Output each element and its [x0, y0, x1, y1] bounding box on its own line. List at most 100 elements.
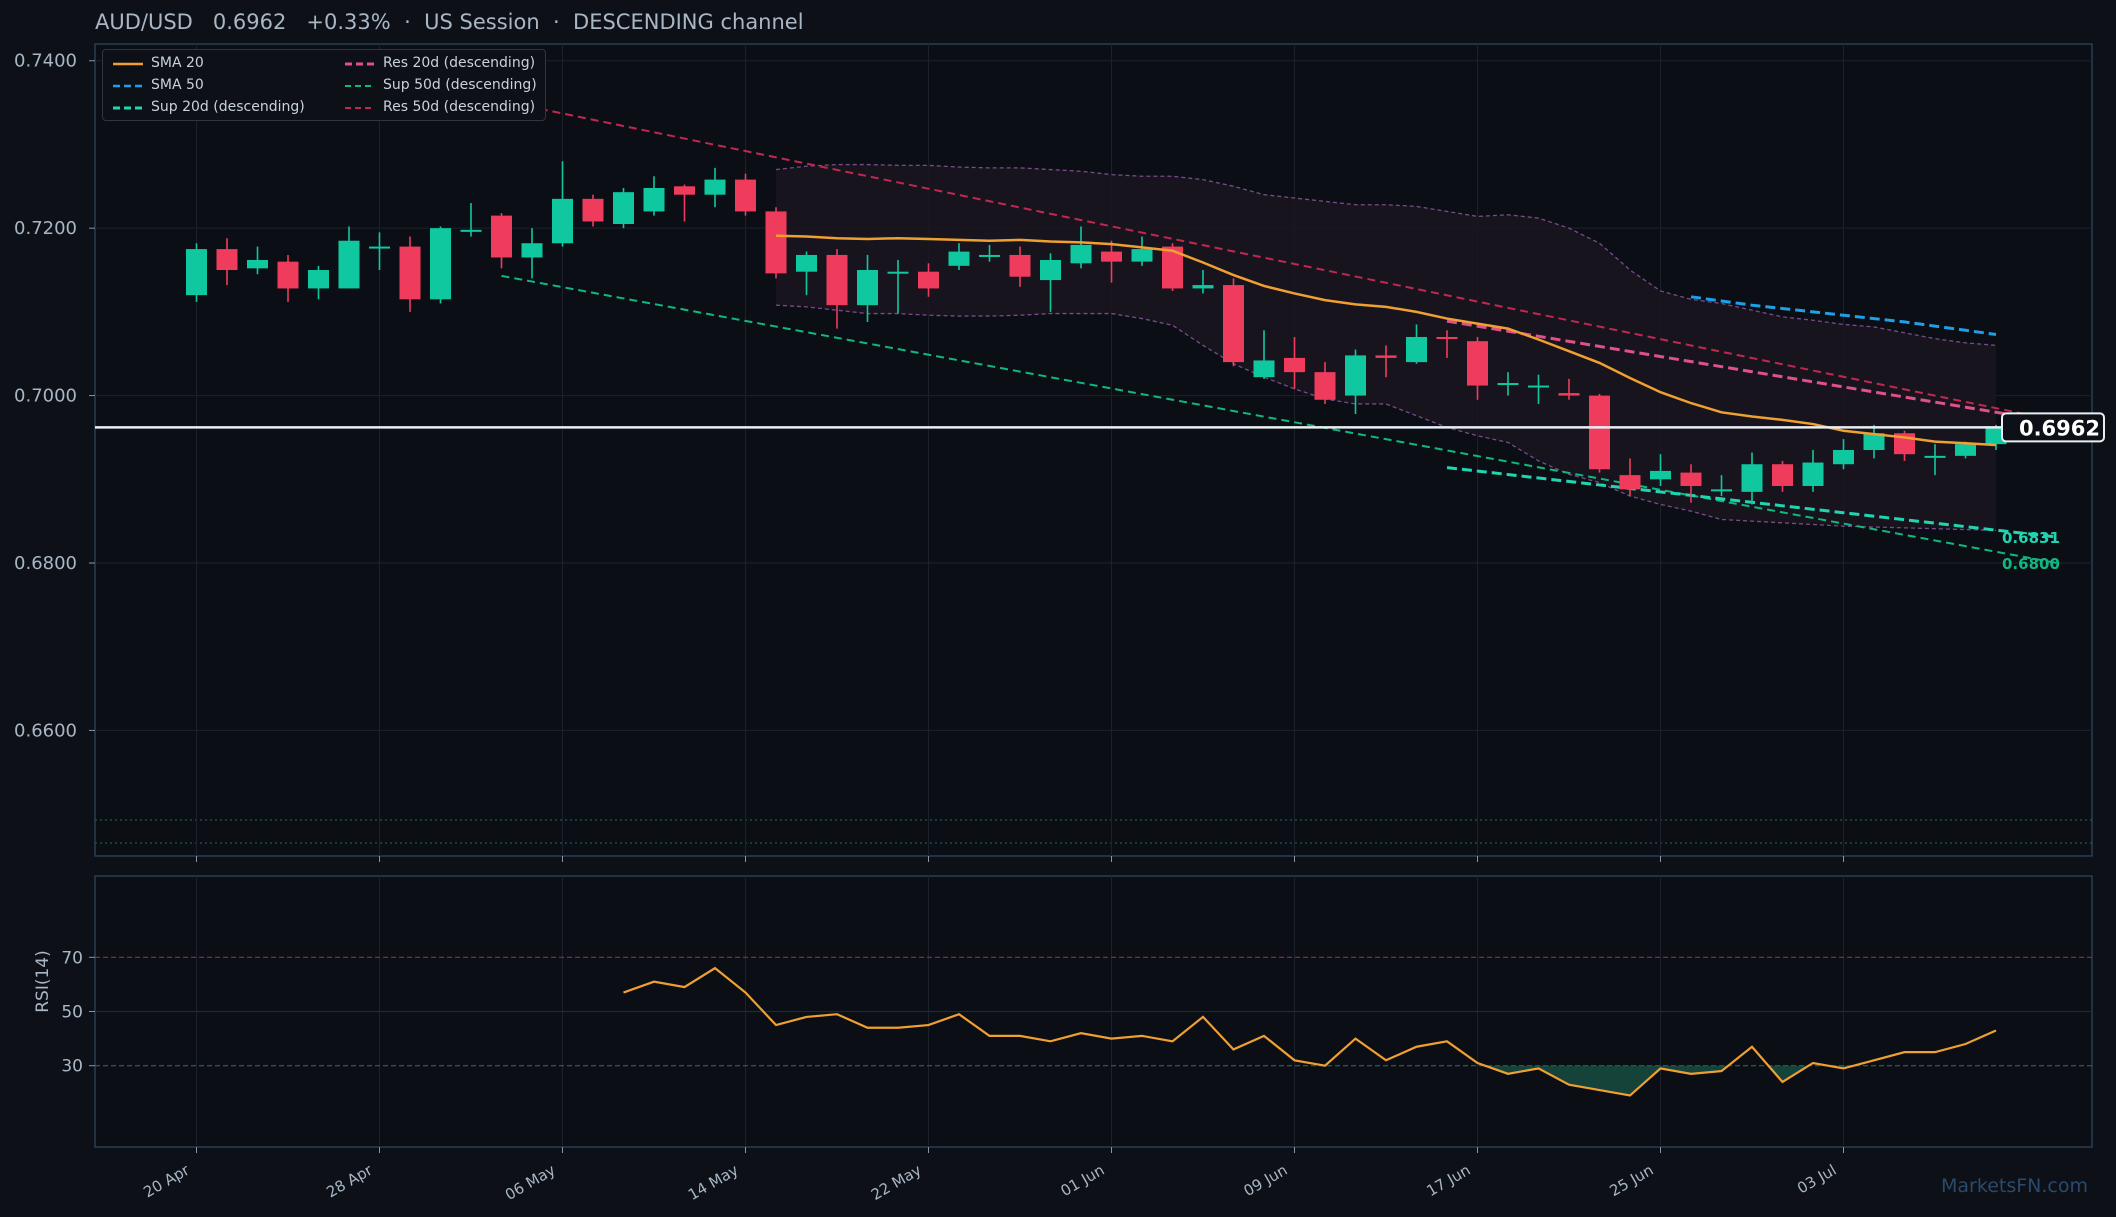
current-price-badge [2001, 412, 2105, 443]
candle [887, 259, 909, 314]
candle-body [1314, 372, 1336, 400]
sup50-trendline [501, 274, 2058, 564]
candle-body [399, 246, 421, 300]
candle [308, 265, 329, 300]
rsi-tick-label: 30 [61, 1057, 83, 1077]
candle [1741, 452, 1763, 505]
candle-body [1863, 433, 1885, 450]
candle-body [216, 249, 238, 271]
candle-body [308, 270, 329, 289]
res50-trendline [501, 99, 2058, 422]
rsi-oversold-fill [1768, 1065, 1809, 1082]
sma50-line [1690, 295, 1997, 336]
candle-body [460, 229, 482, 232]
candle-body [1101, 251, 1122, 262]
candle [399, 236, 421, 312]
candle-body [338, 240, 360, 289]
candle [948, 243, 970, 271]
bollinger-upper [775, 163, 1997, 347]
candle-body [674, 186, 695, 195]
candle [1070, 226, 1092, 269]
candle [1802, 450, 1824, 492]
candle [796, 251, 817, 296]
candle [826, 249, 848, 329]
candle-body [1131, 249, 1153, 262]
price-tick-label: 0.7200 [14, 218, 77, 239]
candle [674, 184, 695, 222]
candle-body [582, 198, 604, 222]
time-tick-label: 06 May [502, 1161, 559, 1204]
candle [277, 254, 299, 302]
candle-body [1802, 462, 1824, 486]
candle [1619, 458, 1641, 497]
candle-body [552, 198, 573, 244]
candle-body [1833, 450, 1854, 465]
candle [918, 263, 939, 297]
chart-title: AUD/USD 0.6962 +0.33% · US Session · DES… [95, 10, 804, 34]
candle [1192, 270, 1214, 294]
candle [1772, 460, 1793, 492]
symbol: AUD/USD [95, 10, 193, 34]
candle-body [796, 254, 817, 272]
candle-body [1406, 336, 1427, 363]
candle-body [1619, 475, 1641, 490]
session-label: US Session [424, 10, 540, 34]
sma20-line [775, 234, 1997, 447]
candle-body [1680, 472, 1702, 486]
candle [1711, 475, 1732, 497]
candle [247, 246, 268, 275]
candle-body [1223, 285, 1244, 363]
watermark: MarketsFN.com [1941, 1175, 2088, 1197]
candle-body [491, 215, 512, 258]
time-tick-label: 09 Jun [1241, 1161, 1291, 1200]
candle-body [613, 192, 634, 224]
res20-trendline [1446, 319, 2058, 424]
time-tick-label: 25 Jun [1607, 1161, 1657, 1200]
time-tick-label: 28 Apr [323, 1160, 376, 1201]
candle-body [1741, 464, 1763, 492]
candle [765, 207, 787, 279]
rsi-oversold-fill [1485, 1065, 1729, 1096]
candle-body [521, 243, 543, 258]
current-price-text: 0.6962 [212, 10, 287, 34]
candle-body [887, 271, 909, 274]
candle [216, 238, 238, 286]
candle-body [1070, 244, 1092, 264]
candle [1924, 444, 1946, 476]
candle [1314, 362, 1336, 404]
price-tick-label: 0.7000 [14, 386, 77, 407]
candle-body [1162, 246, 1183, 289]
candle [1467, 336, 1488, 400]
legend-label: Res 20d (descending) [383, 55, 536, 71]
candle [1253, 330, 1275, 379]
rsi-axis-label: RSI(14) [33, 950, 53, 1013]
candle-body [1284, 357, 1305, 373]
candle [491, 213, 512, 269]
candle [1863, 424, 1885, 459]
rsi-tick-label: 70 [61, 948, 83, 968]
price-tick-label: 0.6800 [14, 553, 77, 574]
candle [460, 203, 482, 237]
candle [1406, 324, 1427, 364]
candle [369, 232, 390, 271]
candle-body [369, 246, 390, 249]
candle-body [1375, 355, 1397, 358]
candle [1223, 278, 1244, 367]
candle-body [430, 228, 451, 300]
candle [521, 228, 543, 279]
candle [1101, 240, 1122, 283]
price-change: +0.33% [306, 10, 391, 34]
candle [582, 194, 604, 227]
candle [430, 226, 451, 304]
bollinger-lower [775, 304, 1997, 532]
time-tick-label: 17 Jun [1424, 1161, 1474, 1200]
legend-label: Res 50d (descending) [383, 99, 536, 115]
chart-legend: SMA 20 SMA 50 Sup 20d (descending) Res 2… [102, 49, 546, 121]
candle-body [979, 254, 1000, 257]
candle-body [1009, 254, 1031, 277]
candle-body [1192, 285, 1214, 289]
channel-label: DESCENDING channel [573, 10, 804, 34]
legend-label: Sup 20d (descending) [151, 99, 305, 115]
candle [1284, 336, 1305, 389]
candle-body [1253, 360, 1275, 378]
